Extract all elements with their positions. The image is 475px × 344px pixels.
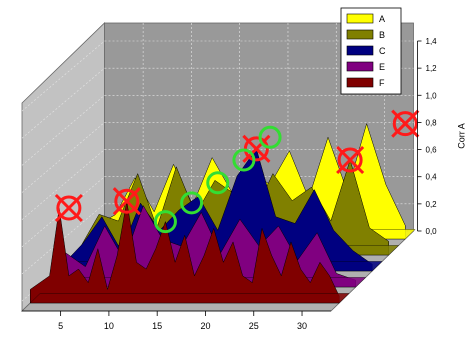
legend-swatch-a: [346, 13, 374, 24]
green-circle-marker: [206, 171, 230, 195]
legend-swatch-f: [346, 77, 374, 88]
marker-circle: [392, 111, 418, 137]
marker-cross-b: [391, 109, 420, 138]
x-tick-label: 5: [58, 321, 63, 331]
marker-circle: [114, 188, 140, 214]
legend-label-a: A: [379, 14, 385, 24]
series-f: [29, 201, 350, 304]
z-tick-label: 1,4: [426, 37, 438, 46]
z-tick-label: 0,0: [426, 227, 438, 236]
z-tick-label: 1,0: [426, 91, 438, 100]
red-circled-x-marker: [54, 193, 83, 223]
x-tick-label: 15: [152, 321, 162, 331]
annotation-layer: [54, 109, 420, 234]
z-tick-label: 0,4: [426, 173, 438, 182]
legend-swatch-c: [346, 45, 374, 56]
red-circled-x-marker: [336, 145, 365, 175]
red-circled-x-marker: [391, 109, 420, 138]
legend-label-f: F: [379, 78, 385, 88]
marker-cross-b: [242, 134, 271, 163]
axis-layer: 5 10 15 20 25 30 0,0 0,2 0,4 0,6 0,8 1,0 1,2 1,4 Corr …: [22, 37, 467, 331]
green-circle-marker: [180, 191, 204, 215]
x-tick-label: 25: [249, 321, 259, 331]
green-circle-marker: [153, 210, 177, 234]
z-tick-label: 0,8: [426, 118, 438, 127]
z-axis-label: Corr A: [457, 123, 467, 149]
legend-swatch-e: [346, 61, 374, 72]
marker-cross-b: [112, 187, 141, 216]
red-circled-x-marker: [112, 187, 141, 216]
marker-circle: [337, 147, 363, 173]
legend-label-b: B: [379, 30, 385, 40]
legend-label-e: E: [379, 62, 385, 72]
z-tick-label: 0,6: [426, 146, 438, 155]
x-tick-label: 10: [104, 321, 114, 331]
series-area-f: [30, 201, 340, 304]
series-layer: [29, 122, 416, 304]
x-tick-label: 20: [200, 321, 210, 331]
series-floor-f: [29, 293, 350, 304]
marker-cross-b: [54, 193, 83, 223]
x-tick-label: 30: [297, 321, 307, 331]
green-circle-marker: [232, 148, 256, 172]
legend-swatch-b: [346, 29, 374, 40]
legend-label-c: C: [379, 46, 386, 56]
z-tick-label: 0,2: [426, 200, 438, 209]
marker-circle: [56, 195, 82, 221]
z-tick-label: 1,2: [426, 64, 438, 73]
green-circle-marker: [258, 125, 282, 149]
marker-cross-b: [336, 145, 365, 175]
